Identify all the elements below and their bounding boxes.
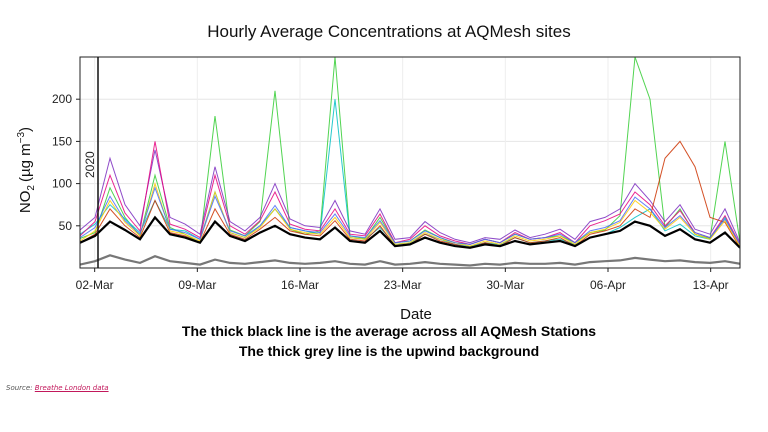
series-line-6 — [80, 186, 740, 245]
series-line-0 — [80, 57, 740, 245]
series-line-5 — [80, 181, 740, 247]
series-line-2 — [80, 149, 740, 244]
y-tick-label: 50 — [59, 219, 73, 233]
source-link[interactable]: Breathe London data — [34, 384, 109, 392]
caption-line-1: The thick black line is the average acro… — [182, 323, 596, 339]
source-note: Source: Breathe London data — [6, 384, 109, 392]
y-tick-label: 100 — [52, 177, 72, 191]
x-tick-label: 16-Mar — [281, 278, 319, 292]
year-label: 2020 — [83, 151, 97, 178]
series-line-7 — [80, 215, 740, 249]
series-line-3 — [80, 141, 740, 245]
x-tick-label: 09-Mar — [178, 278, 216, 292]
x-axis: 02-Mar 09-Mar 16-Mar 23-Mar 30-Mar 06-Apr 13-A… — [76, 268, 729, 292]
x-tick-label: 13-Apr — [693, 278, 729, 292]
series-group — [80, 57, 740, 267]
x-tick-label: 30-Mar — [486, 278, 524, 292]
x-tick-label: 06-Apr — [590, 278, 626, 292]
y-axis-label: NO2(µg m−3) — [16, 127, 37, 213]
series-line-8 — [80, 254, 740, 267]
y-tick-label: 150 — [52, 134, 72, 148]
y-axis: 50 100 150 200 — [52, 92, 80, 233]
x-tick-label: 23-Mar — [384, 278, 422, 292]
y-tick-label: 200 — [52, 92, 72, 106]
x-axis-label: Date — [400, 306, 432, 323]
chart-title: Hourly Average Concentrations at AQMesh … — [207, 22, 570, 41]
caption-line-2: The thick grey line is the upwind backgr… — [239, 343, 539, 359]
source-prefix: Source: — [6, 384, 33, 392]
plot-frame — [79, 56, 741, 269]
x-tick-label: 02-Mar — [76, 278, 114, 292]
